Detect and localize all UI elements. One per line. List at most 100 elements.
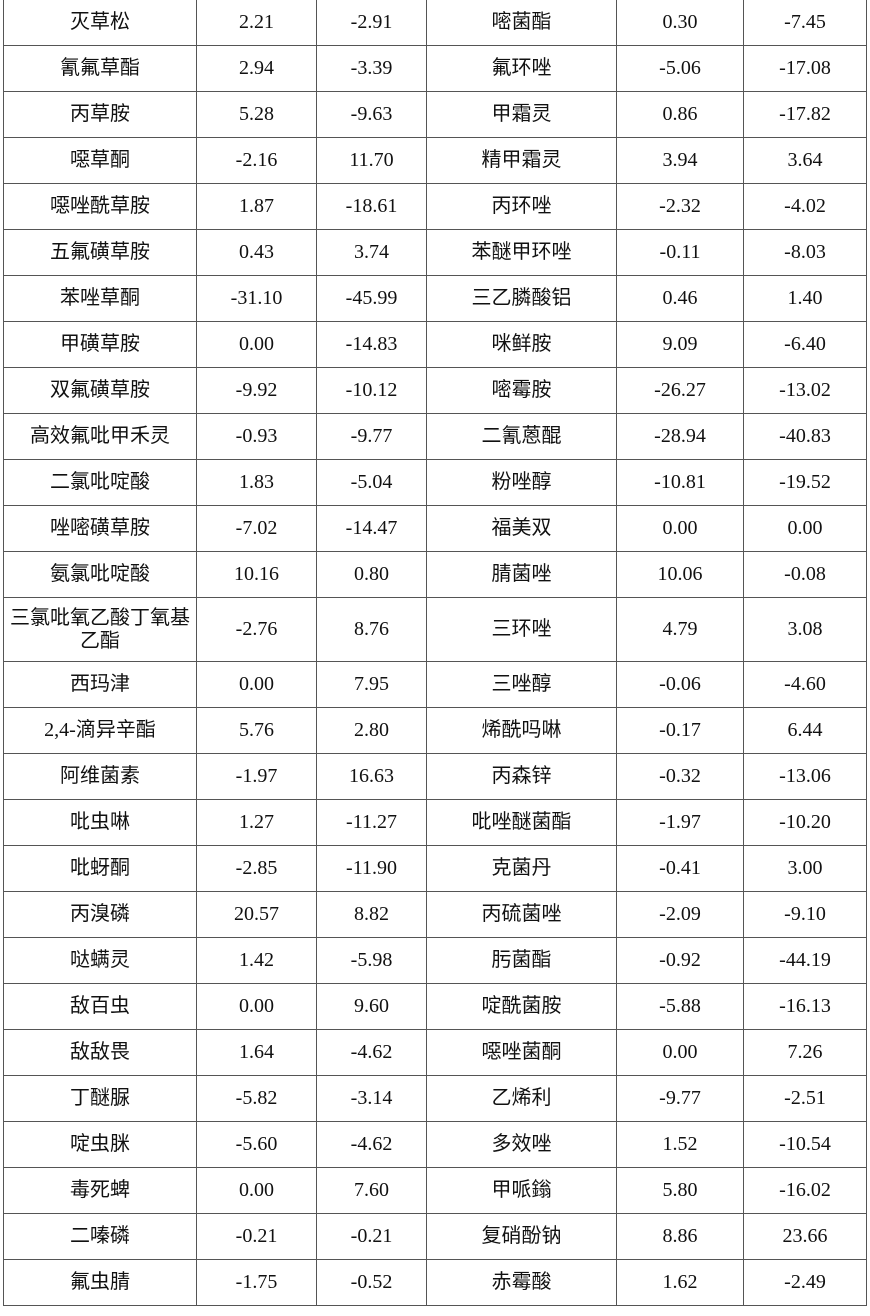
value-a-cell: -2.76 <box>196 597 317 662</box>
compound-name-cell: 吡蚜酮 <box>3 845 197 892</box>
value-a-cell: 0.43 <box>196 229 317 276</box>
value-b-cell: 7.60 <box>316 1167 427 1214</box>
table-row: 2,4-滴异辛酯 5.76 2.80 烯酰吗啉 -0.17 6.44 <box>3 707 867 754</box>
table-row: 吡蚜酮 -2.85 -11.90 克菌丹 -0.41 3.00 <box>3 845 867 892</box>
value-a-cell: -0.11 <box>616 229 744 276</box>
value-b-cell: -0.08 <box>743 551 867 598</box>
value-b-cell: 2.80 <box>316 707 427 754</box>
compound-name-cell: 三氯吡氧乙酸丁氧基乙酯 <box>3 597 197 662</box>
compound-name-cell: 双氟磺草胺 <box>3 367 197 414</box>
value-b-cell: -19.52 <box>743 459 867 506</box>
value-b-cell: 8.82 <box>316 891 427 938</box>
compound-name-cell: 敌百虫 <box>3 983 197 1030</box>
compound-name-cell: 苯唑草酮 <box>3 275 197 322</box>
value-a-cell: 5.28 <box>196 91 317 138</box>
value-b-cell: 3.00 <box>743 845 867 892</box>
value-a-cell: -0.06 <box>616 661 744 708</box>
table-row: 氨氯吡啶酸 10.16 0.80 腈菌唑 10.06 -0.08 <box>3 551 867 598</box>
value-b-cell: -2.51 <box>743 1075 867 1122</box>
value-a-cell: -1.97 <box>616 799 744 846</box>
value-a-cell: -5.60 <box>196 1121 317 1168</box>
value-a-cell: 1.52 <box>616 1121 744 1168</box>
value-b-cell: -4.60 <box>743 661 867 708</box>
value-a-cell: 1.87 <box>196 183 317 230</box>
data-table: 灭草松 2.21 -2.91 嘧菌酯 0.30 -7.45 氰氟草酯 2.94 -3.39 氟环唑… <box>3 0 867 1306</box>
value-a-cell: -2.85 <box>196 845 317 892</box>
value-b-cell: -10.12 <box>316 367 427 414</box>
value-a-cell: 0.00 <box>196 983 317 1030</box>
value-a-cell: -31.10 <box>196 275 317 322</box>
value-a-cell: -0.93 <box>196 413 317 460</box>
table-row: 阿维菌素 -1.97 16.63 丙森锌 -0.32 -13.06 <box>3 753 867 800</box>
value-b-cell: -3.14 <box>316 1075 427 1122</box>
table-row: 噁草酮 -2.16 11.70 精甲霜灵 3.94 3.64 <box>3 137 867 184</box>
value-a-cell: -5.06 <box>616 45 744 92</box>
value-b-cell: -13.02 <box>743 367 867 414</box>
table-row: 甲磺草胺 0.00 -14.83 咪鲜胺 9.09 -6.40 <box>3 321 867 368</box>
compound-name-cell: 甲霜灵 <box>426 91 617 138</box>
table-row: 丙溴磷 20.57 8.82 丙硫菌唑 -2.09 -9.10 <box>3 891 867 938</box>
value-b-cell: -2.91 <box>316 0 427 46</box>
compound-name-cell: 丙草胺 <box>3 91 197 138</box>
table-body: 灭草松 2.21 -2.91 嘧菌酯 0.30 -7.45 氰氟草酯 2.94 -3.39 氟环唑… <box>3 0 867 1306</box>
value-b-cell: -13.06 <box>743 753 867 800</box>
value-a-cell: -26.27 <box>616 367 744 414</box>
compound-name-cell: 丙硫菌唑 <box>426 891 617 938</box>
value-b-cell: -18.61 <box>316 183 427 230</box>
value-a-cell: -5.88 <box>616 983 744 1030</box>
compound-name-cell: 三乙膦酸铝 <box>426 275 617 322</box>
compound-name-cell: 五氟磺草胺 <box>3 229 197 276</box>
compound-name-cell: 丁醚脲 <box>3 1075 197 1122</box>
table-row: 苯唑草酮 -31.10 -45.99 三乙膦酸铝 0.46 1.40 <box>3 275 867 322</box>
value-b-cell: -14.83 <box>316 321 427 368</box>
value-a-cell: 1.83 <box>196 459 317 506</box>
compound-name-cell: 嘧菌酯 <box>426 0 617 46</box>
value-b-cell: 3.08 <box>743 597 867 662</box>
compound-name-cell: 甲哌鎓 <box>426 1167 617 1214</box>
compound-name-cell: 乙烯利 <box>426 1075 617 1122</box>
value-b-cell: -11.27 <box>316 799 427 846</box>
compound-name-cell: 噁草酮 <box>3 137 197 184</box>
compound-name-cell: 哒螨灵 <box>3 937 197 984</box>
value-b-cell: -5.98 <box>316 937 427 984</box>
value-a-cell: 1.42 <box>196 937 317 984</box>
value-a-cell: 1.27 <box>196 799 317 846</box>
value-b-cell: 3.74 <box>316 229 427 276</box>
table-row: 二嗪磷 -0.21 -0.21 复硝酚钠 8.86 23.66 <box>3 1213 867 1260</box>
value-b-cell: -2.49 <box>743 1259 867 1306</box>
table-row: 丙草胺 5.28 -9.63 甲霜灵 0.86 -17.82 <box>3 91 867 138</box>
value-a-cell: 1.64 <box>196 1029 317 1076</box>
compound-name-cell: 高效氟吡甲禾灵 <box>3 413 197 460</box>
value-b-cell: -16.13 <box>743 983 867 1030</box>
value-b-cell: -9.77 <box>316 413 427 460</box>
value-a-cell: 0.46 <box>616 275 744 322</box>
value-b-cell: -10.20 <box>743 799 867 846</box>
value-a-cell: 2.21 <box>196 0 317 46</box>
value-b-cell: 16.63 <box>316 753 427 800</box>
compound-name-cell: 精甲霜灵 <box>426 137 617 184</box>
compound-name-cell: 肟菌酯 <box>426 937 617 984</box>
value-a-cell: -9.77 <box>616 1075 744 1122</box>
value-b-cell: -4.62 <box>316 1029 427 1076</box>
value-b-cell: -9.63 <box>316 91 427 138</box>
value-b-cell: 1.40 <box>743 275 867 322</box>
compound-name-cell: 啶酰菌胺 <box>426 983 617 1030</box>
compound-name-cell: 氨氯吡啶酸 <box>3 551 197 598</box>
value-a-cell: 0.00 <box>196 321 317 368</box>
value-b-cell: 7.95 <box>316 661 427 708</box>
table-row: 五氟磺草胺 0.43 3.74 苯醚甲环唑 -0.11 -8.03 <box>3 229 867 276</box>
table-row: 噁唑酰草胺 1.87 -18.61 丙环唑 -2.32 -4.02 <box>3 183 867 230</box>
compound-name-cell: 阿维菌素 <box>3 753 197 800</box>
value-a-cell: -1.97 <box>196 753 317 800</box>
value-b-cell: -0.21 <box>316 1213 427 1260</box>
table-row: 吡虫啉 1.27 -11.27 吡唑醚菌酯 -1.97 -10.20 <box>3 799 867 846</box>
table-row: 唑嘧磺草胺 -7.02 -14.47 福美双 0.00 0.00 <box>3 505 867 552</box>
value-b-cell: -4.62 <box>316 1121 427 1168</box>
value-b-cell: -7.45 <box>743 0 867 46</box>
value-a-cell: 9.09 <box>616 321 744 368</box>
value-a-cell: -1.75 <box>196 1259 317 1306</box>
value-b-cell: -11.90 <box>316 845 427 892</box>
table-row: 灭草松 2.21 -2.91 嘧菌酯 0.30 -7.45 <box>3 0 867 46</box>
value-b-cell: 9.60 <box>316 983 427 1030</box>
value-b-cell: -14.47 <box>316 505 427 552</box>
